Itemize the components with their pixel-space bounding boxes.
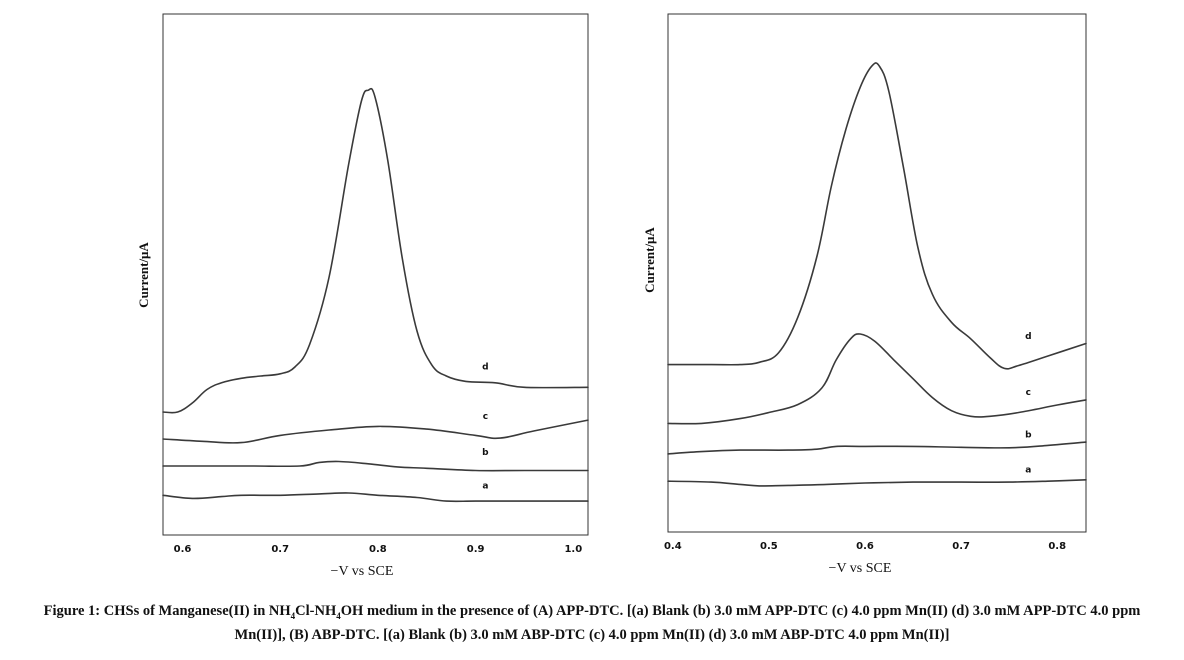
figure-caption: Figure 1: CHSs of Manganese(II) in NH4Cl…	[20, 602, 1164, 645]
caption-subscript-1: 4	[290, 610, 296, 621]
panel-a-series-a-line	[162, 492, 589, 503]
panel-b-x-tick-label: 0.8	[1048, 541, 1066, 552]
panel-a-x-tick-label: 1.0	[564, 544, 582, 555]
panel-a-frame	[162, 13, 589, 536]
panel-b-x-tick-label: 0.5	[760, 541, 778, 552]
panel-a-x-tick-label: 0.6	[174, 544, 192, 555]
panel-b-x-tick-label: 0.7	[952, 541, 970, 552]
caption-part-3: OH medium in the presence of (A) APP-DTC…	[234, 603, 1141, 643]
panel-b-chart: a b c d 0.4 0.5 0.6 0.7 0.8 Current/μA −V vs SC…	[642, 13, 1087, 576]
panel-b-series-b-label: b	[1025, 430, 1032, 440]
panel-a-series-d-label: d	[482, 362, 488, 372]
panel-b-series-c-line	[667, 333, 1087, 425]
panel-a-series-b-label: b	[482, 448, 489, 458]
panel-b-series-c-label: c	[1026, 388, 1031, 398]
panel-a-chart: a b c d 0.6 0.7 0.8 0.9 1.0 Current/μA −V vs SC…	[136, 13, 589, 579]
caption-subscript-2: 4	[336, 610, 341, 621]
panel-b-series-d-line	[667, 62, 1087, 370]
panel-a-series-b-line	[162, 460, 589, 472]
panel-b-x-axis-label: −V vs SCE	[829, 561, 892, 576]
panel-b-series-a-label: a	[1025, 466, 1031, 476]
panel-b-x-tick-label: 0.4	[664, 541, 682, 552]
panel-a-x-tick-label: 0.7	[271, 544, 289, 555]
panel-a-series-c-line	[162, 419, 589, 444]
panel-a-y-axis-label: Current/μA	[136, 242, 151, 308]
caption-part-2: Cl-NH	[295, 603, 337, 619]
panel-b-frame	[667, 13, 1087, 533]
panel-a-x-axis-label: −V vs SCE	[331, 564, 394, 579]
panel-b-y-axis-label: Current/μA	[642, 227, 657, 293]
caption-part-1: Figure 1: CHSs of Manganese(II) in NH	[43, 603, 291, 619]
panel-b-series-a-line	[667, 479, 1087, 487]
panel-b-series-d-label: d	[1025, 332, 1031, 342]
panel-b-x-tick-label: 0.6	[856, 541, 874, 552]
panel-a-series-a-label: a	[482, 482, 488, 492]
panel-a-series-c-label: c	[483, 412, 488, 422]
panel-a-x-tick-label: 0.9	[467, 544, 485, 555]
panel-a-x-tick-label: 0.8	[369, 544, 387, 555]
panel-b-series-b-line	[667, 441, 1087, 455]
panel-a-series-d-line	[162, 87, 589, 414]
